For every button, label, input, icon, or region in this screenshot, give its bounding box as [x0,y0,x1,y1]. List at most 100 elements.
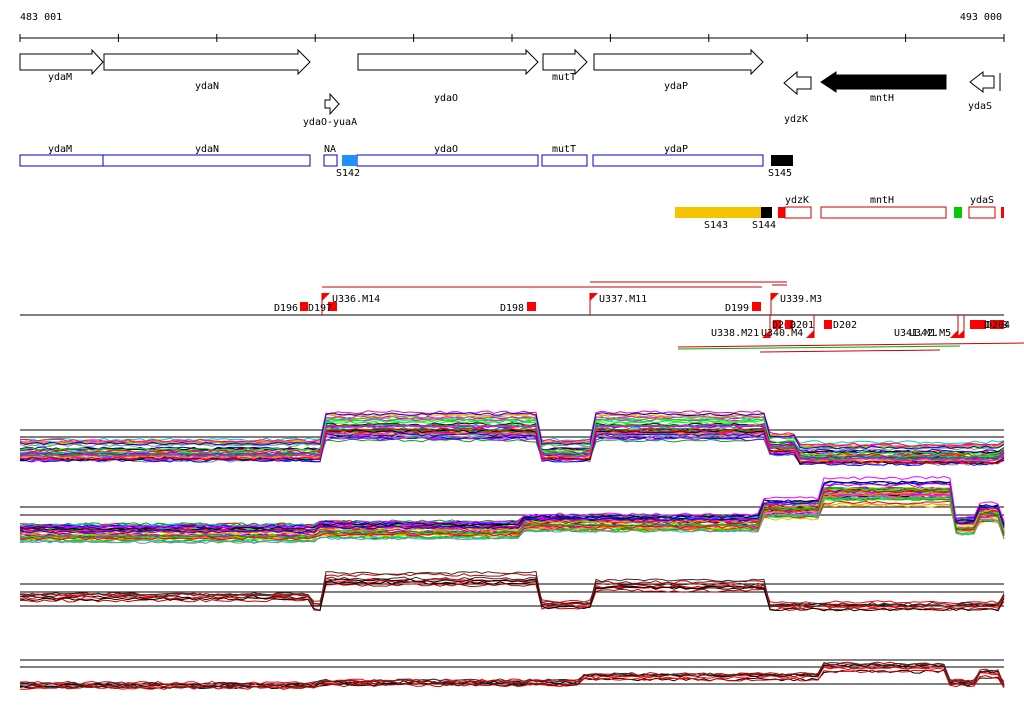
feature-D200[interactable]: D200 [772,320,796,331]
feature-span [677,342,1024,348]
operon-ydaN[interactable]: ydaN [102,144,311,167]
profile-line [19,423,1005,462]
gene-label: mntH [870,93,894,104]
profile-line [19,572,1005,608]
feature-label: U342.M5 [909,328,951,339]
expression-panel-3 [19,570,1005,612]
feature-label: U339.M3 [780,294,822,305]
gene-ydaO[interactable]: ydaO [357,48,539,104]
red-mark [1001,207,1004,218]
expression-panel-2 [19,475,1005,544]
mark-S143[interactable]: S143 [675,207,761,231]
operon-label: mntH [870,195,894,206]
profile-line [19,662,1005,689]
profile-line [19,419,1005,456]
operon-track-blue: ydaM ydaN NA ydaO mutT ydaP S142 S145 [19,144,793,179]
feature-label: D197 [308,303,332,314]
expression-panel-4 [19,659,1005,690]
feature-label: U340.M4 [761,328,803,339]
mark-label: S143 [704,220,728,231]
mark-S142[interactable]: S142 [336,155,360,179]
profile-line [19,416,1005,449]
profile-line [19,489,1005,541]
operon-ydaS-red[interactable]: ydaS [968,195,996,219]
operon-label: ydaP [664,144,688,155]
feature-D196[interactable]: D196 [274,302,308,314]
gene-label: ydzK [784,114,808,125]
profile-line [19,496,1005,544]
feature-track: D196 D197 U336.M14 D198 U337.M11 D199 U3… [20,281,1024,353]
profile-line [19,494,1005,544]
gene-label: ydaM [48,72,72,83]
gene-track: ydaM ydaN ydaO-yuaA ydaO mutT ydaP ydzK [19,48,1001,128]
gene-ydaN[interactable]: ydaN [103,48,311,92]
operon-mutT[interactable]: mutT [541,144,588,167]
mark-S144[interactable]: S144 [752,207,776,231]
feature-D197[interactable]: D197 [308,302,337,314]
feature-D202[interactable]: D202 [824,320,857,331]
profile-line [19,663,1005,688]
feature-label: D201 [790,320,814,331]
operon-mntH-red[interactable]: mntH [820,195,947,219]
feature-label: D202 [833,320,857,331]
green-mark [954,207,962,218]
operon-track-red: S143 S144 ydzK mntH ydaS [675,195,1004,231]
gene-ydaO-yuaA[interactable]: ydaO-yuaA [303,92,357,128]
expression-panel-1 [19,410,1005,467]
feature-D204[interactable]: D204 [986,320,1010,331]
feature-D201[interactable]: D201 [785,320,814,331]
profile-line [19,578,1005,612]
gene-label: ydaS [968,101,992,112]
feature-U337.M11[interactable]: U337.M11 [589,293,647,315]
feature-label: U341.M1 [894,328,936,339]
coordinate-ruler [19,34,1005,42]
gene-label: ydaO-yuaA [303,117,357,128]
gene-label: ydaO [434,93,458,104]
operon-ydaM[interactable]: ydaM [19,144,104,167]
red-mark [778,207,785,218]
operon-ydzK-red[interactable]: ydzK [784,195,812,219]
operon-label: ydaO [434,144,458,155]
feature-U341.M1[interactable]: U341.M1 [894,315,959,339]
mark-label: S142 [336,168,360,179]
gene-ydaM[interactable]: ydaM [19,48,104,83]
operon-ydaP[interactable]: ydaP [592,144,764,167]
coordinate-start: 483 001 [20,12,63,23]
mark-label: S145 [768,168,792,179]
gene-ydaS[interactable]: ydaS [968,70,1001,112]
feature-label: D199 [725,303,749,314]
profile-line [19,487,1005,539]
operon-label: mutT [552,144,576,155]
feature-D199[interactable]: D199 [725,302,761,314]
feature-label: D204 [986,320,1010,331]
gene-ydaP[interactable]: ydaP [593,48,764,92]
feature-U342.M5[interactable]: U342.M5 [909,315,965,339]
coordinate-end: 493 000 [959,12,1002,23]
gene-mntH[interactable]: mntH [820,71,947,104]
operon-label: ydzK [785,195,809,206]
feature-U339.M3[interactable]: U339.M3 [770,293,822,315]
profile-line [19,412,1005,450]
feature-U338.M21[interactable]: U338.M21 [711,315,771,339]
profile-line [19,583,1005,611]
gene-ydzK[interactable]: ydzK [783,70,812,125]
profile-line [19,410,1005,447]
feature-U340.M4[interactable]: U340.M4 [761,315,815,339]
feature-label: U338.M21 [711,328,759,339]
operon-ydaO[interactable]: ydaO [356,144,539,167]
operon-label: ydaN [195,144,219,155]
feature-U336.M14[interactable]: U336.M14 [321,293,380,315]
mark-label: S144 [752,220,776,231]
operon-label: NA [324,144,336,155]
feature-label: D196 [274,303,298,314]
operon-label: ydaS [970,195,994,206]
feature-D198[interactable]: D198 [500,302,536,314]
profile-line [19,475,1005,529]
operon-NA[interactable]: NA [323,144,338,167]
mark-S145[interactable]: S145 [768,155,793,179]
feature-span [759,349,941,353]
feature-label: D200 [772,320,796,331]
gene-mutT[interactable]: mutT [542,48,588,83]
gene-label: mutT [552,72,576,83]
